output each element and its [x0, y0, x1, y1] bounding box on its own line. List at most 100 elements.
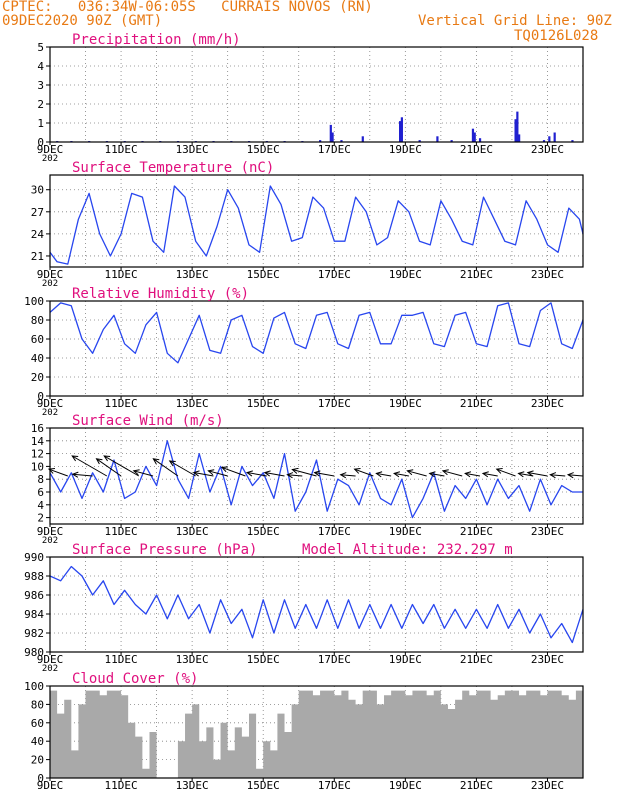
wind-arrow-head: [95, 458, 103, 465]
wind-arrow-shaft: [292, 469, 317, 477]
wind-arrow-head: [132, 469, 140, 476]
wind-arrow-shaft: [527, 472, 548, 477]
wind-ytick-label: 16: [31, 422, 44, 435]
precipitation-xtick-label: 23DEC: [531, 143, 564, 156]
temperature-ytick-label: 27: [31, 206, 44, 219]
wind-xtick-label: 11DEC: [105, 525, 138, 538]
wind-arrow-shaft: [221, 466, 246, 477]
precipitation-bar: [548, 136, 551, 142]
wind-arrow-head: [517, 471, 525, 478]
wind-xtick-label: 21DEC: [460, 525, 493, 538]
precipitation-xtick-label: 9DEC: [37, 143, 64, 156]
precipitation-xtick-label: 13DEC: [176, 143, 209, 156]
precipitation-bar: [418, 140, 421, 142]
wind-arrow-head: [152, 458, 160, 465]
wind-ytick-label: 6: [37, 486, 44, 499]
precipitation-bar: [400, 117, 403, 142]
model-code: TQ0126L028: [514, 28, 599, 44]
wind-arrow-shaft: [169, 460, 196, 477]
wind-arrow-shaft: [246, 472, 267, 477]
precipitation-year-label: 202: [42, 154, 58, 164]
wind-ytick-label: 14: [31, 435, 45, 448]
temperature-xtick-label: 19DEC: [389, 268, 422, 281]
temperature-year-label: 202: [42, 279, 58, 289]
wind-arrow-shaft: [71, 455, 108, 477]
wind-frame: [49, 427, 584, 525]
wind-arrow-shaft: [264, 472, 285, 477]
humidity-series-line: [49, 302, 584, 364]
pressure-ytick-label: 980: [24, 646, 44, 659]
wind-arrow-head: [245, 470, 253, 477]
wind-arrow-head: [392, 471, 401, 478]
precipitation-ytick-label: 1: [37, 117, 44, 130]
humidity-panel: 0 20 40 60 80 100 9DEC 11DEC 13DEC 15DEC 17DEC 19DE…: [24, 286, 584, 418]
pressure-panel: 980 982 984 986 988 990 9DEC 11DEC 13DEC 15DEC 17D…: [24, 542, 584, 674]
wind-arrow-shaft: [208, 470, 228, 477]
pressure-xtick-label: 11DEC: [105, 653, 138, 666]
temperature-xtick-label: 17DEC: [318, 268, 351, 281]
precipitation-bar: [478, 138, 482, 142]
humidity-year-label: 202: [42, 408, 58, 418]
wind-ytick-label: 4: [37, 499, 44, 512]
wind-arrow-head: [495, 468, 503, 474]
wind-ytick-label: 12: [31, 448, 44, 461]
cloud-cover-xtick-label: 13DEC: [176, 779, 209, 792]
wind-xtick-label: 15DEC: [247, 525, 280, 538]
station-title: CPTEC: 036:34W-06:05S CURRAIS NOVOS (RN): [2, 0, 373, 15]
precipitation-ytick-label: 4: [37, 60, 44, 73]
wind-arrow-shaft: [376, 472, 392, 477]
precipitation-ytick-label: 3: [37, 79, 44, 92]
precipitation-xtick-label: 21DEC: [460, 143, 493, 156]
pressure-series-line: [49, 565, 584, 644]
pressure-subtitle: Model Altitude: 232.297 m: [302, 542, 513, 558]
precipitation-bar: [571, 140, 574, 142]
pressure-year-label: 202: [42, 664, 58, 674]
wind-arrow-shaft: [103, 455, 140, 477]
cloud-cover-xtick-label: 19DEC: [389, 779, 422, 792]
precipitation-bar: [450, 140, 453, 142]
wind-arrow-shaft: [354, 468, 374, 477]
humidity-xtick-label: 23DEC: [531, 397, 564, 410]
humidity-ytick-label: 80: [31, 314, 44, 327]
precipitation-panel: 0 1 2 3 4 5 9DEC 11DEC 13DEC 15DEC 17DEC 19DEC 21DEC…: [37, 32, 584, 164]
wind-arrow-shaft: [442, 470, 463, 477]
wind-arrow-head: [375, 471, 383, 478]
pressure-xtick-label: 17DEC: [318, 653, 351, 666]
cloud-cover-area: [50, 690, 583, 778]
cloud-cover-ytick-label: 100: [24, 680, 44, 693]
wind-xtick-label: 13DEC: [176, 525, 209, 538]
pressure-xtick-label: 9DEC: [37, 653, 64, 666]
wind-arrow-shaft: [193, 472, 214, 477]
pressure-frame: [49, 556, 584, 653]
wind-arrow-head: [263, 470, 271, 477]
precipitation-bar: [471, 128, 475, 142]
cloud-cover-ytick-label: 60: [31, 717, 44, 730]
wind-arrow-shaft: [48, 468, 68, 477]
precipitation-xtick-label: 15DEC: [247, 143, 280, 156]
precipitation-xtick-label: 11DEC: [105, 143, 138, 156]
wind-arrow-shaft: [314, 472, 335, 477]
wind-arrow-shaft: [429, 472, 445, 477]
precipitation-xtick-label: 19DEC: [389, 143, 422, 156]
humidity-xtick-label: 11DEC: [105, 397, 138, 410]
precipitation-bar: [319, 140, 322, 142]
wind-series-line: [49, 440, 583, 519]
wind-arrow-shaft: [550, 474, 566, 477]
temperature-series-line: [49, 185, 584, 265]
wind-arrow-head: [441, 469, 449, 476]
wind-arrow-head: [286, 472, 294, 479]
wind-arrow-head: [168, 460, 176, 467]
cloud-cover-xtick-label: 9DEC: [37, 779, 64, 792]
wind-arrow-shaft: [72, 473, 93, 477]
humidity-title: Relative Humidity (%): [72, 286, 249, 302]
cloud-cover-ytick-label: 40: [31, 735, 44, 748]
wind-ytick-label: 10: [31, 460, 44, 473]
precipitation-bar: [542, 140, 546, 142]
wind-arrow-shaft: [96, 458, 122, 477]
temperature-xtick-label: 21DEC: [460, 268, 493, 281]
pressure-xtick-label: 23DEC: [531, 653, 564, 666]
precipitation-bar: [329, 124, 332, 142]
cloud-cover-panel: 0 20 40 60 80 100 9DEC 11DEC 13DEC 15DEC 17DEC 19DE…: [24, 671, 584, 792]
temperature-xtick-label: 23DEC: [531, 268, 564, 281]
